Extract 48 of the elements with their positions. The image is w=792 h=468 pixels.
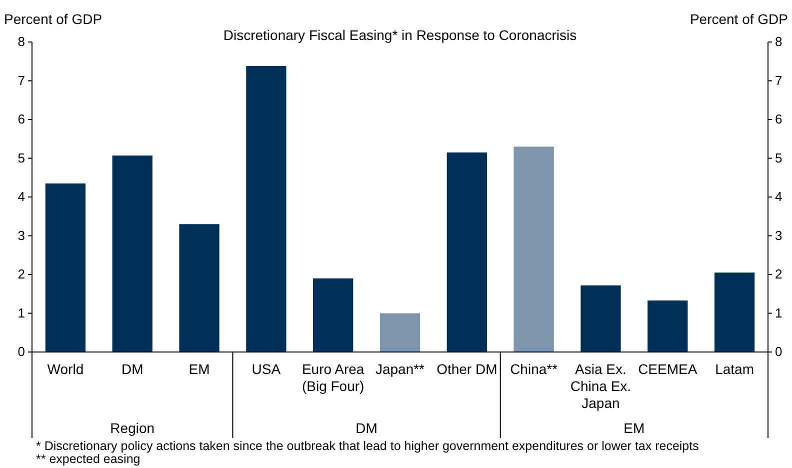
bar	[580, 285, 621, 352]
text: EM	[624, 420, 645, 436]
text: ** expected easing	[36, 452, 140, 466]
bar	[380, 313, 420, 352]
x-tick-label: Euro Area (Big Four)	[302, 361, 364, 394]
y2-tick-label: 2	[775, 266, 782, 282]
y2-tick-label: 6	[775, 112, 782, 127]
chart-title: Discretionary Fiscal Easing* in Response to Coronacrisis	[223, 27, 577, 43]
y-tick-label: 0	[18, 344, 25, 360]
bar	[45, 183, 86, 352]
bar	[313, 278, 354, 352]
y-tick-label: 7	[18, 72, 25, 88]
y-tick-label: 2	[18, 266, 25, 282]
x-tick-label: USA	[252, 361, 282, 377]
y-tick-label: 4	[18, 189, 25, 204]
bar	[514, 146, 554, 352]
text: DM	[356, 420, 378, 436]
y-tick-label: 3	[18, 228, 25, 243]
y-tick-label: 1	[18, 305, 25, 320]
bar	[112, 156, 152, 352]
x-tick-label: EM	[188, 361, 210, 377]
y-tick-label: 5	[18, 150, 25, 166]
y2-tick-label: 7	[775, 72, 782, 88]
bar	[648, 300, 688, 352]
x-tick-label: DM	[121, 361, 144, 377]
y2-tick-label: 5	[775, 150, 782, 166]
x-tick-label: China**	[510, 361, 558, 377]
y-tick-label: 6	[18, 112, 25, 127]
bar	[714, 272, 755, 352]
y-tick-label: 8	[18, 34, 25, 50]
y2-tick-label: 4	[775, 189, 782, 204]
y2-tick-label: 8	[775, 34, 782, 50]
bar	[246, 66, 286, 352]
y2-tick-label: 1	[775, 305, 782, 320]
x-tick-label: Other DM	[436, 361, 498, 377]
y2-axis-title: Percent of GDP	[690, 11, 788, 27]
x-tick-label: Latam	[715, 361, 754, 377]
text: Region	[110, 420, 155, 436]
x-tick-label: CEEMEA	[638, 361, 698, 377]
y-axis-title: Percent of GDP	[4, 11, 102, 27]
y2-tick-label: 0	[775, 344, 782, 360]
text: * Discretionary policy actions taken since the outbreak that lead to higher government expenditures or lower tax receipts	[36, 439, 699, 453]
x-tick-label: World	[47, 361, 84, 377]
bar	[446, 152, 487, 352]
bar	[179, 224, 220, 352]
x-tick-label: Asia Ex. China Ex. Japan	[570, 361, 632, 411]
x-tick-label: Japan**	[375, 361, 426, 377]
y2-tick-label: 3	[775, 228, 782, 243]
